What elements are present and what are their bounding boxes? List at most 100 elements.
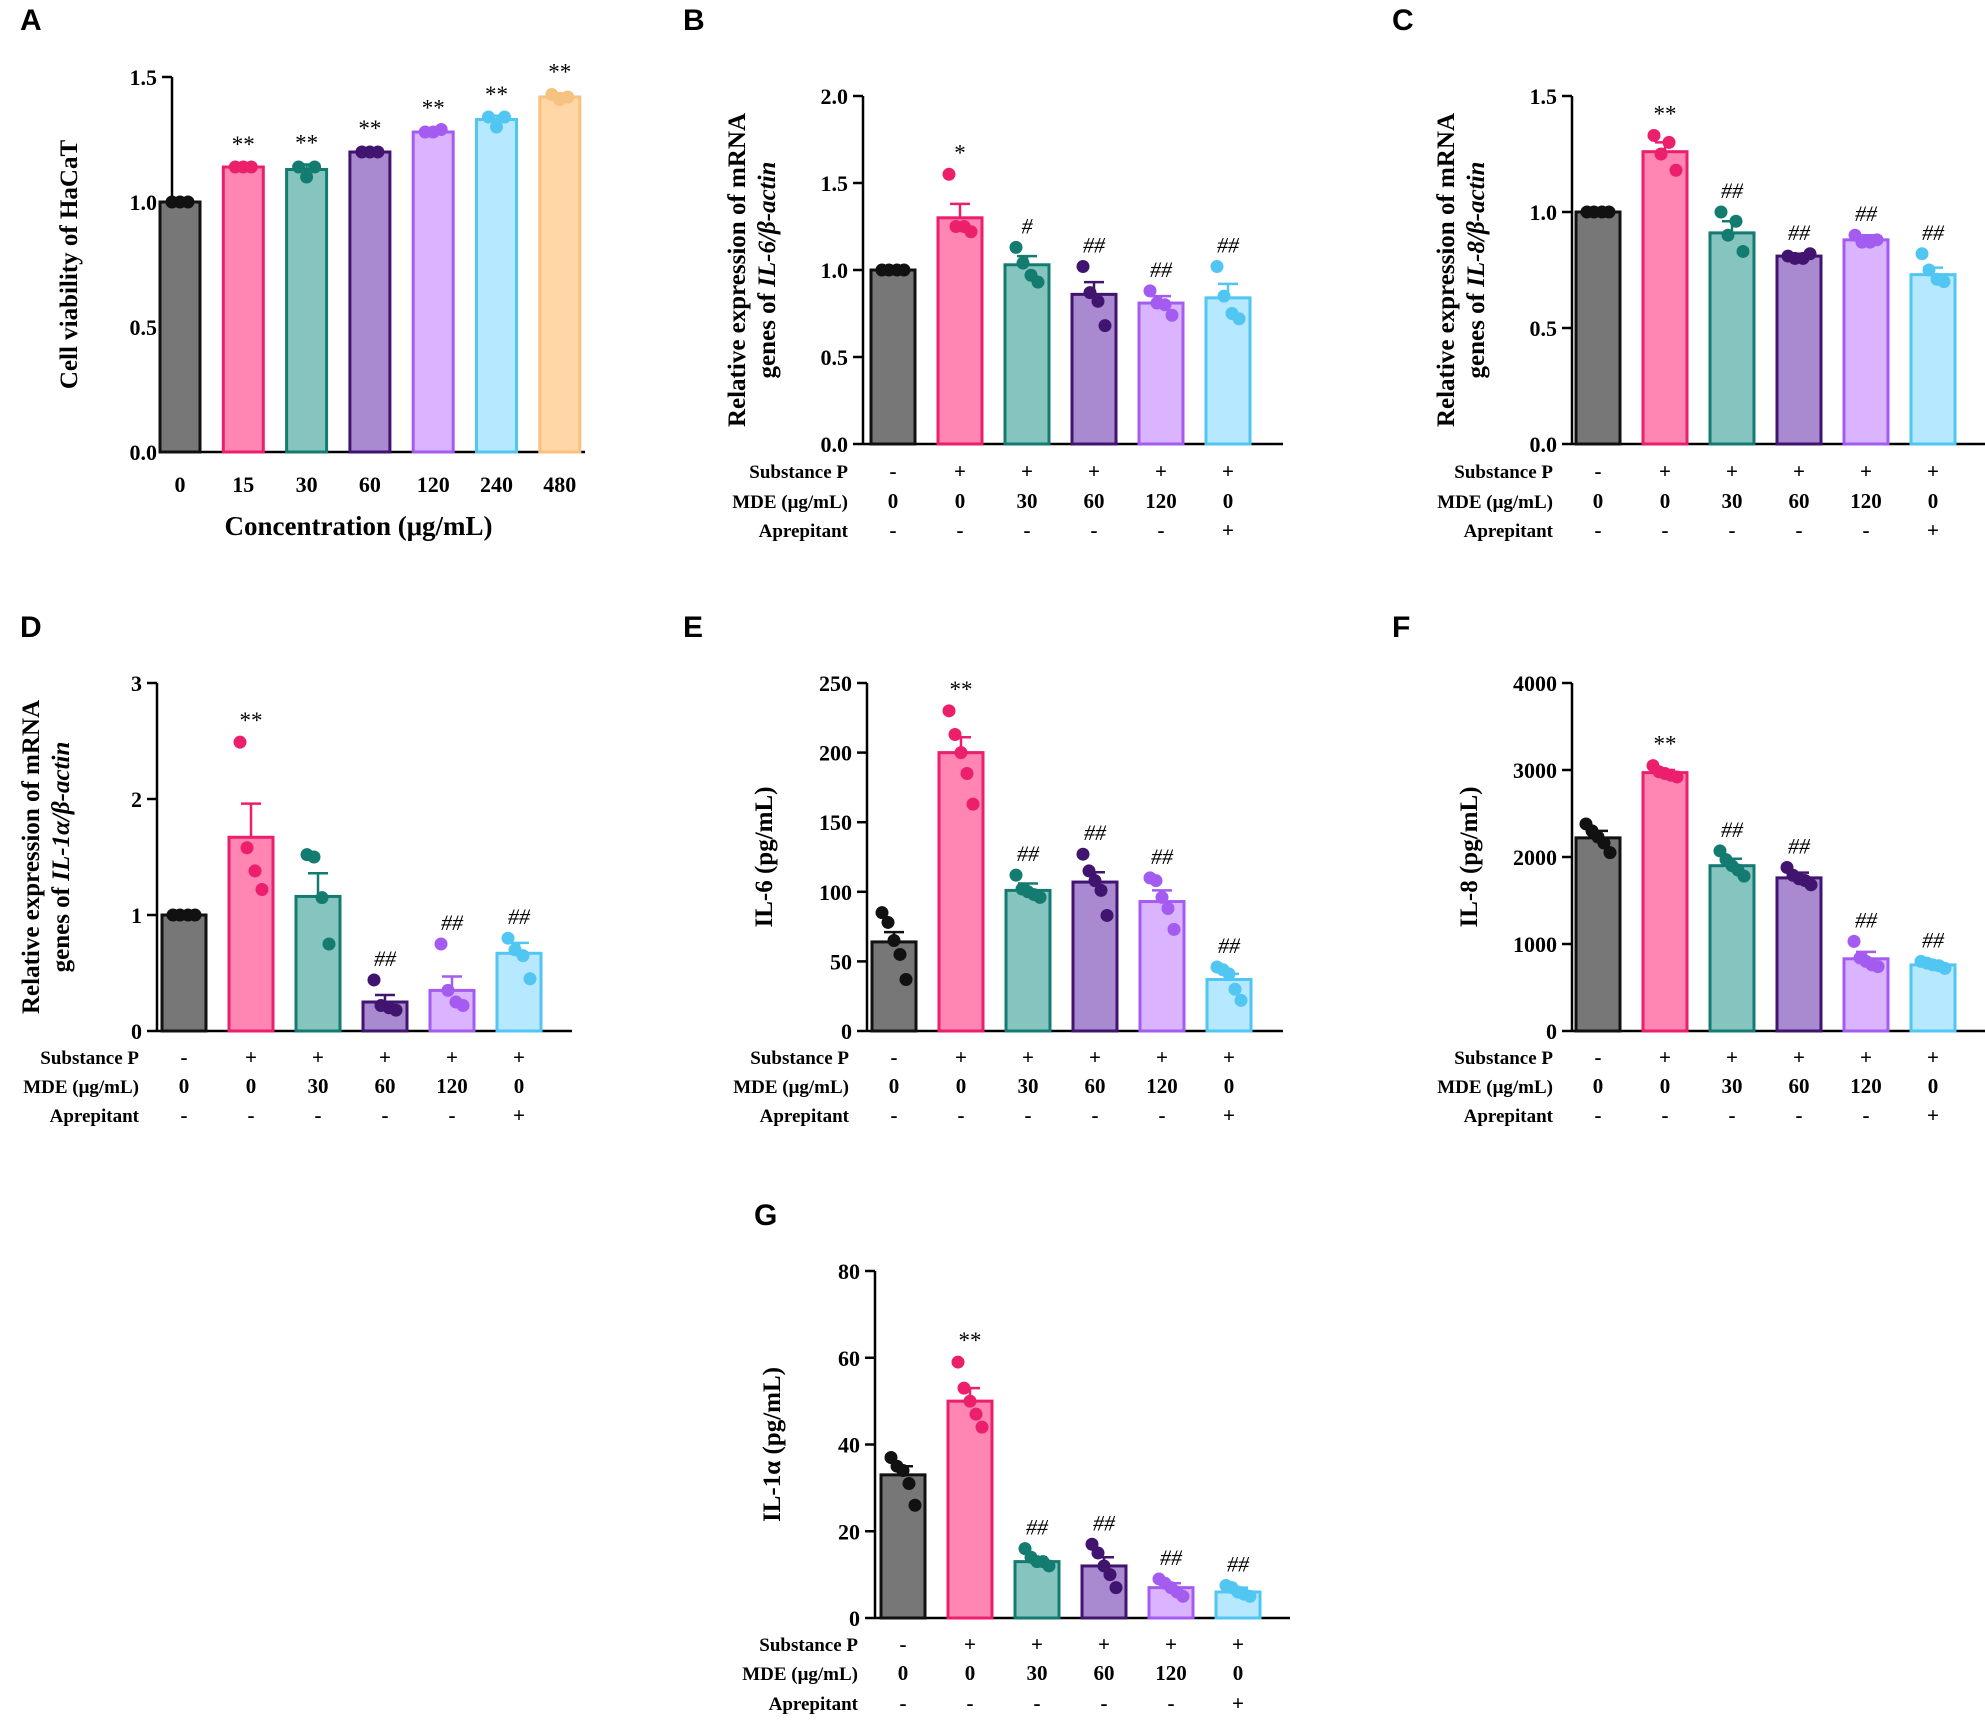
data-point-e-1 [899, 972, 913, 986]
data-point-e-2 [960, 766, 974, 780]
condition-cell-b: - [890, 459, 897, 483]
x-tick-label-a: 0 [175, 472, 186, 497]
data-point-f-2 [1670, 770, 1684, 784]
bar-b-3 [1003, 263, 1051, 446]
data-point-b-5 [1158, 298, 1172, 312]
condition-cell-f: 120 [1850, 1074, 1882, 1098]
condition-cell-b: - [890, 518, 897, 542]
significance-a-4: ** [358, 116, 381, 141]
data-point-d-6 [523, 972, 537, 986]
condition-cell-f: + [1860, 1045, 1872, 1069]
data-point-d-3 [322, 937, 336, 951]
data-point-f-6 [1938, 961, 1952, 975]
bar-a-6 [475, 118, 518, 454]
condition-cell-f: 0 [1593, 1074, 1604, 1098]
data-point-d-6 [501, 931, 515, 945]
data-point-a-7 [561, 90, 575, 104]
condition-row-label-g: MDE (μg/mL) [742, 1664, 858, 1685]
data-point-e-2 [966, 797, 980, 811]
bar-b-4 [1070, 292, 1118, 446]
condition-row-label-d: Substance P [40, 1048, 139, 1069]
data-point-c-3 [1721, 228, 1735, 242]
significance-e-2: ** [950, 677, 973, 702]
y-tick-label-e: 200 [819, 741, 852, 766]
panel-label-e: E [683, 611, 703, 644]
condition-cell-e: + [1089, 1045, 1101, 1069]
y-tick-label-a: 1.0 [130, 190, 158, 215]
y-axis-label-line2-c: genes of IL-8/β-actin [1463, 162, 1490, 379]
condition-cell-f: - [1595, 1045, 1602, 1069]
bar-f-2 [1641, 771, 1689, 1033]
data-point-e-5 [1149, 874, 1163, 888]
condition-cell-g: 0 [1233, 1661, 1244, 1685]
data-point-e-3 [1009, 868, 1023, 882]
condition-cell-d: - [248, 1103, 255, 1127]
condition-cell-c: + [1726, 459, 1738, 483]
data-point-a-3 [292, 160, 306, 174]
condition-cell-d: - [315, 1103, 322, 1127]
panel-label-b: B [683, 4, 705, 37]
data-point-e-5 [1161, 902, 1175, 916]
condition-cell-e: - [891, 1103, 898, 1127]
condition-cell-e: 60 [1085, 1074, 1106, 1098]
data-point-e-2 [948, 728, 962, 742]
data-point-b-3 [1009, 240, 1023, 254]
significance-b-6: ## [1217, 233, 1240, 258]
data-point-f-3 [1737, 869, 1751, 883]
y-tick-label-d: 0 [131, 1019, 142, 1044]
significance-f-4: ## [1788, 833, 1811, 858]
data-point-e-1 [875, 906, 889, 920]
condition-row-label-c: Substance P [1454, 462, 1553, 483]
y-axis-label-line1-c: Relative expression of mRNA [1433, 113, 1460, 427]
data-point-d-4 [389, 1003, 403, 1017]
data-point-e-1 [893, 947, 907, 961]
condition-cell-b: - [1091, 518, 1098, 542]
x-tick-label-a: 15 [232, 472, 254, 497]
data-point-d-2 [233, 735, 247, 749]
data-point-a-6 [482, 110, 495, 124]
bar-a-7 [538, 95, 582, 454]
condition-cell-d: + [446, 1045, 458, 1069]
condition-cell-d: - [181, 1045, 188, 1069]
y-axis-label-prefix-c: genes of [1463, 287, 1490, 379]
bar-b-2 [936, 216, 984, 446]
condition-cell-g: - [967, 1691, 974, 1715]
data-point-c-6 [1915, 247, 1929, 261]
data-point-b-3 [1016, 256, 1030, 270]
x-tick-label-a: 240 [480, 472, 513, 497]
condition-cell-d: 0 [514, 1074, 525, 1098]
data-point-a-4 [371, 145, 385, 159]
bar-a-4 [348, 150, 392, 454]
bar-f-1 [1574, 836, 1622, 1033]
y-tick-label-e: 100 [819, 880, 852, 905]
bar-c-3 [1708, 231, 1756, 446]
condition-cell-f: + [1793, 1045, 1805, 1069]
panel-e-chart: 0 50 100 150 200 250 IL-6 (pg/mL) ** ## ## ## ## Sub… [733, 671, 1283, 1127]
y-tick-label-f: 0 [1546, 1019, 1557, 1044]
condition-cell-g: + [1031, 1632, 1043, 1656]
significance-f-5: ## [1855, 907, 1878, 932]
y-tick-label-f: 4000 [1513, 671, 1557, 696]
bar-e-3 [1004, 888, 1052, 1033]
data-point-c-3 [1714, 205, 1728, 219]
data-point-c-1 [1602, 205, 1616, 219]
condition-cell-b: + [1222, 518, 1234, 542]
condition-cell-e: - [891, 1045, 898, 1069]
condition-cell-c: 30 [1722, 489, 1743, 513]
significance-c-4: ## [1788, 220, 1811, 245]
condition-cell-b: + [1222, 459, 1234, 483]
significance-g-4: ## [1093, 1510, 1116, 1535]
significance-c-6: ## [1922, 220, 1945, 245]
significance-b-3: # [1022, 213, 1034, 238]
bar-c-5 [1842, 238, 1890, 446]
data-point-g-1 [902, 1477, 916, 1491]
data-point-g-3 [1042, 1559, 1056, 1573]
condition-cell-e: - [1092, 1103, 1099, 1127]
condition-cell-b: 30 [1017, 489, 1038, 513]
y-tick-label-a: 0.5 [130, 315, 158, 340]
data-point-d-5 [441, 983, 455, 997]
condition-cell-g: + [1232, 1632, 1244, 1656]
condition-cell-e: - [1159, 1103, 1166, 1127]
y-tick-label-g: 20 [838, 1519, 860, 1544]
